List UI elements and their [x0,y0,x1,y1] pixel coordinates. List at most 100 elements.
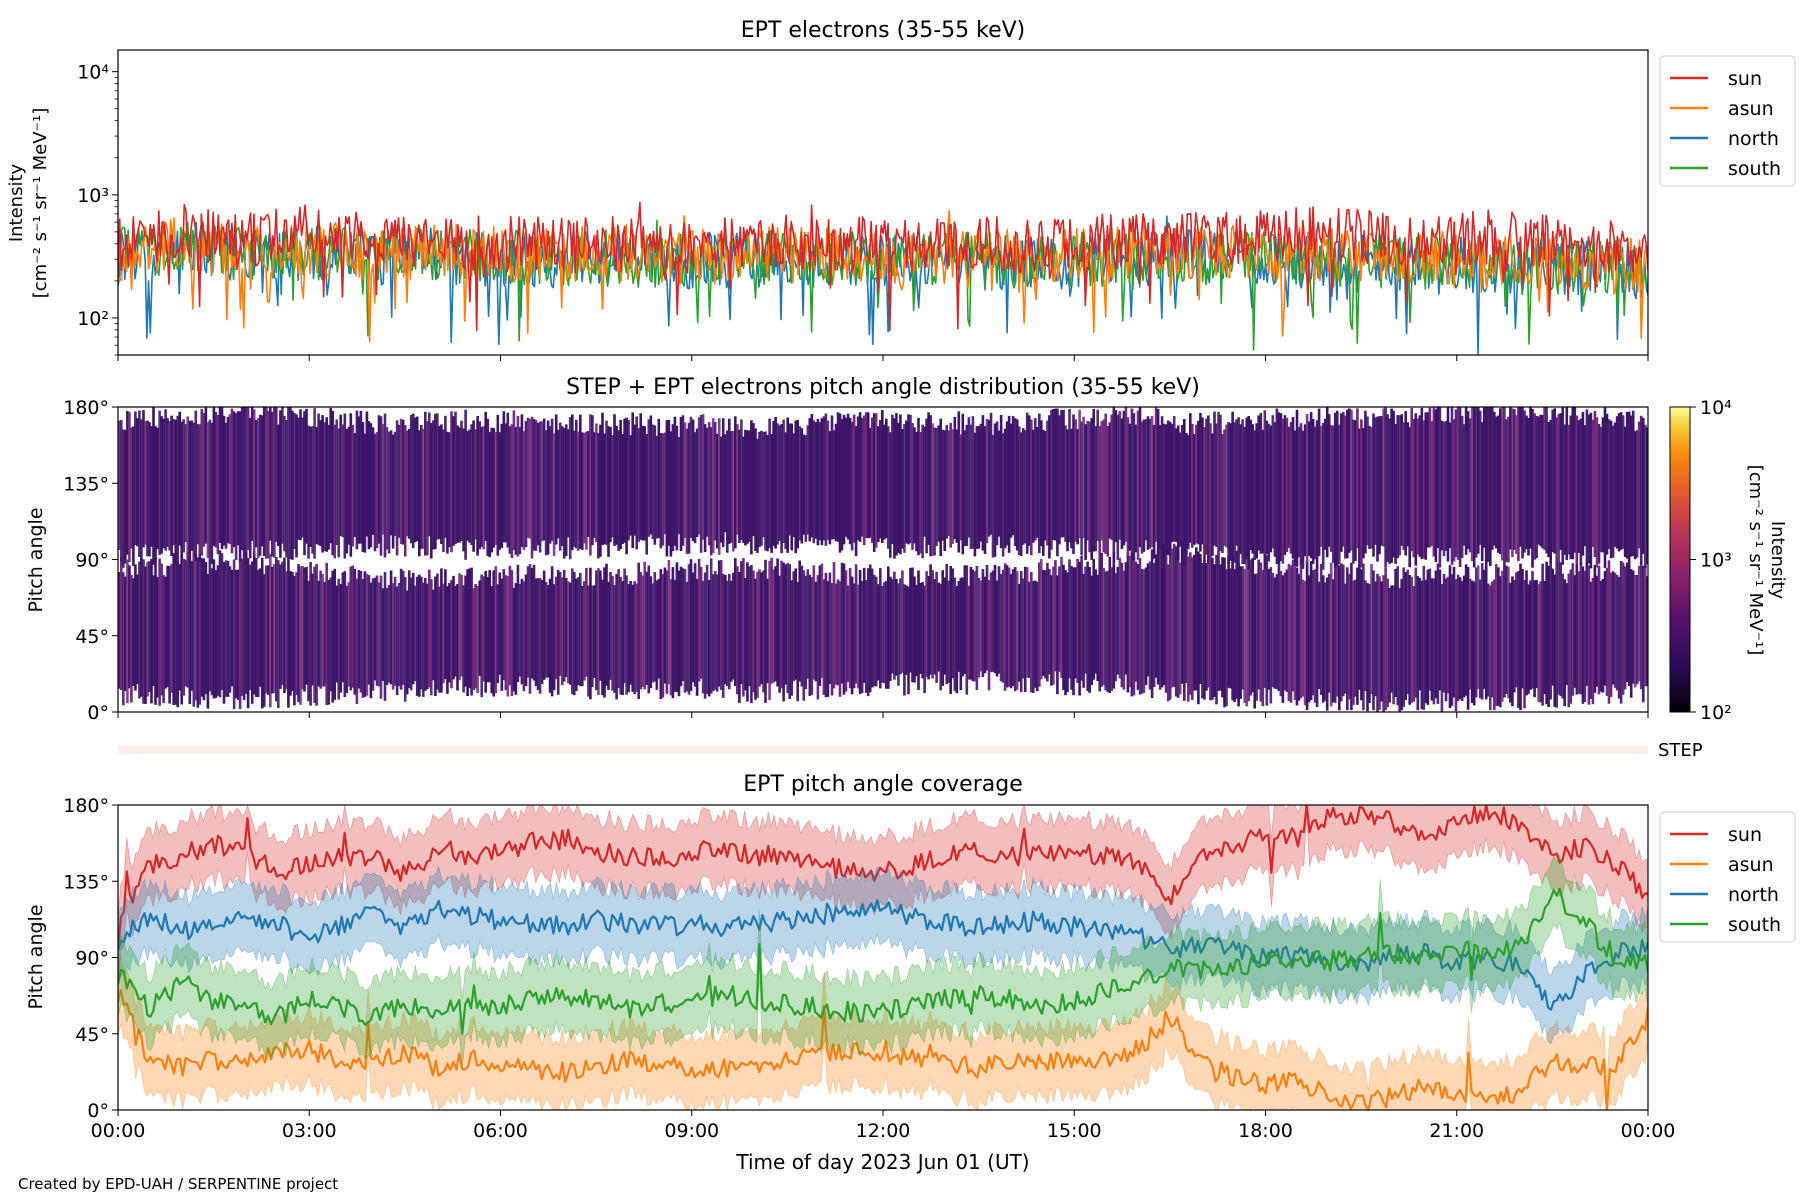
heatmap-cell [220,553,224,690]
heatmap-cell [516,564,520,683]
heatmap-cell [1124,562,1128,675]
heatmap-cell [677,437,681,535]
heatmap-cell [615,573,618,700]
heatmap-cell [444,415,447,538]
heatmap-cell [1096,409,1100,542]
heatmap-cell [691,572,695,683]
heatmap-cell [1406,569,1410,695]
heatmap-cell [1533,413,1536,560]
coverage-line-south [118,887,1648,1035]
heatmap-cell [1372,413,1375,557]
heatmap-cell [395,586,399,696]
heatmap-cell [949,566,953,694]
heatmap-cell [987,580,991,691]
heatmap-cell [120,557,123,691]
heatmap-cell [1100,553,1104,687]
heatmap-cell [623,418,626,543]
heatmap-cell [1476,565,1480,690]
heatmap-cell [774,417,777,549]
heatmap-cell [1066,429,1069,552]
heatmap-cell [1152,424,1156,559]
heatmap-cell [1176,543,1180,698]
heatmap-cell [1050,409,1053,550]
heatmap-cell [140,419,143,567]
heatmap-cell [756,571,759,698]
panel2-title: STEP + EPT electrons pitch angle distrib… [566,375,1200,400]
heatmap-cell [1382,575,1385,712]
heatmap-cell [788,564,792,699]
heatmap-cell [482,426,486,550]
heatmap-cell [1257,559,1261,690]
heatmap-cell [1082,573,1085,688]
heatmap-cell [595,570,598,691]
heatmap-cell [403,425,407,557]
heatmap-cell [788,423,792,536]
heatmap-cell [1354,420,1357,562]
heatmap-cell [661,433,665,546]
heatmap-cell [1591,577,1595,705]
heatmap-cell [629,581,632,685]
coverage-band-north [118,865,1648,1045]
heatmap-cell [1553,574,1557,707]
heatmap-cell [262,407,266,557]
heatmap-cell [1390,585,1393,693]
heatmap-cell [868,427,872,538]
heatmap-cell [1426,412,1430,548]
heatmap-cell [573,430,576,547]
heatmap-cell [715,433,719,549]
heatmap-cell [1412,418,1416,558]
heatmap-cell [1279,571,1283,697]
heatmap-cell [981,415,985,551]
heatmap-cell [472,420,475,552]
heatmap-cell [315,427,318,545]
heatmap-cell [667,560,671,685]
heatmap-cell [383,413,387,558]
heatmap-cell [1617,577,1621,699]
heatmap-cell [440,424,443,544]
heatmap-cell [1009,574,1013,689]
heatmap-cell [1414,567,1418,698]
heatmap-cell [911,567,914,683]
heatmap-cell [1080,421,1083,556]
heatmap-cell [1424,412,1428,560]
heatmap-cell [740,419,743,540]
heatmap-cell [1595,417,1599,568]
heatmap-cell [1104,413,1108,554]
heatmap-cell [728,418,731,544]
heatmap-cell [148,561,151,693]
heatmap-cell [673,579,677,692]
heatmap-cell [1078,561,1081,696]
heatmap-cell [1513,409,1516,550]
heatmap-cell [1100,421,1104,541]
heatmap-cell [1440,584,1444,712]
heatmap-cell [1484,407,1488,564]
heatmap-cell [1555,417,1559,563]
heatmap-cell [1410,576,1414,703]
heatmap-cell [1293,559,1297,700]
heatmap-cell [1070,428,1073,549]
heatmap-cell [661,574,665,698]
heatmap-cell [520,414,524,547]
heatmap-cell [409,577,413,691]
heatmap-cell [130,574,133,703]
heatmap-cell [1114,410,1118,543]
heatmap-cell [881,410,884,543]
heatmap-cell [1350,562,1353,710]
heatmap-cell [1305,413,1309,565]
heatmap-cell [1176,425,1180,560]
heatmap-cell [504,423,508,543]
heatmap-cell [870,568,874,688]
heatmap-cell [1408,575,1412,705]
colorbar [1669,406,1691,713]
heatmap-cell [246,407,250,551]
heatmap-cell [339,583,343,693]
heatmap-cell [887,426,890,549]
heatmap-cell [230,408,234,554]
heatmap-cell [969,566,973,680]
heatmap-cell [719,560,723,690]
heatmap-cell [514,583,518,695]
heatmap-cell [621,434,624,544]
heatmap-cell [1197,551,1200,705]
heatmap-cell [498,432,502,550]
